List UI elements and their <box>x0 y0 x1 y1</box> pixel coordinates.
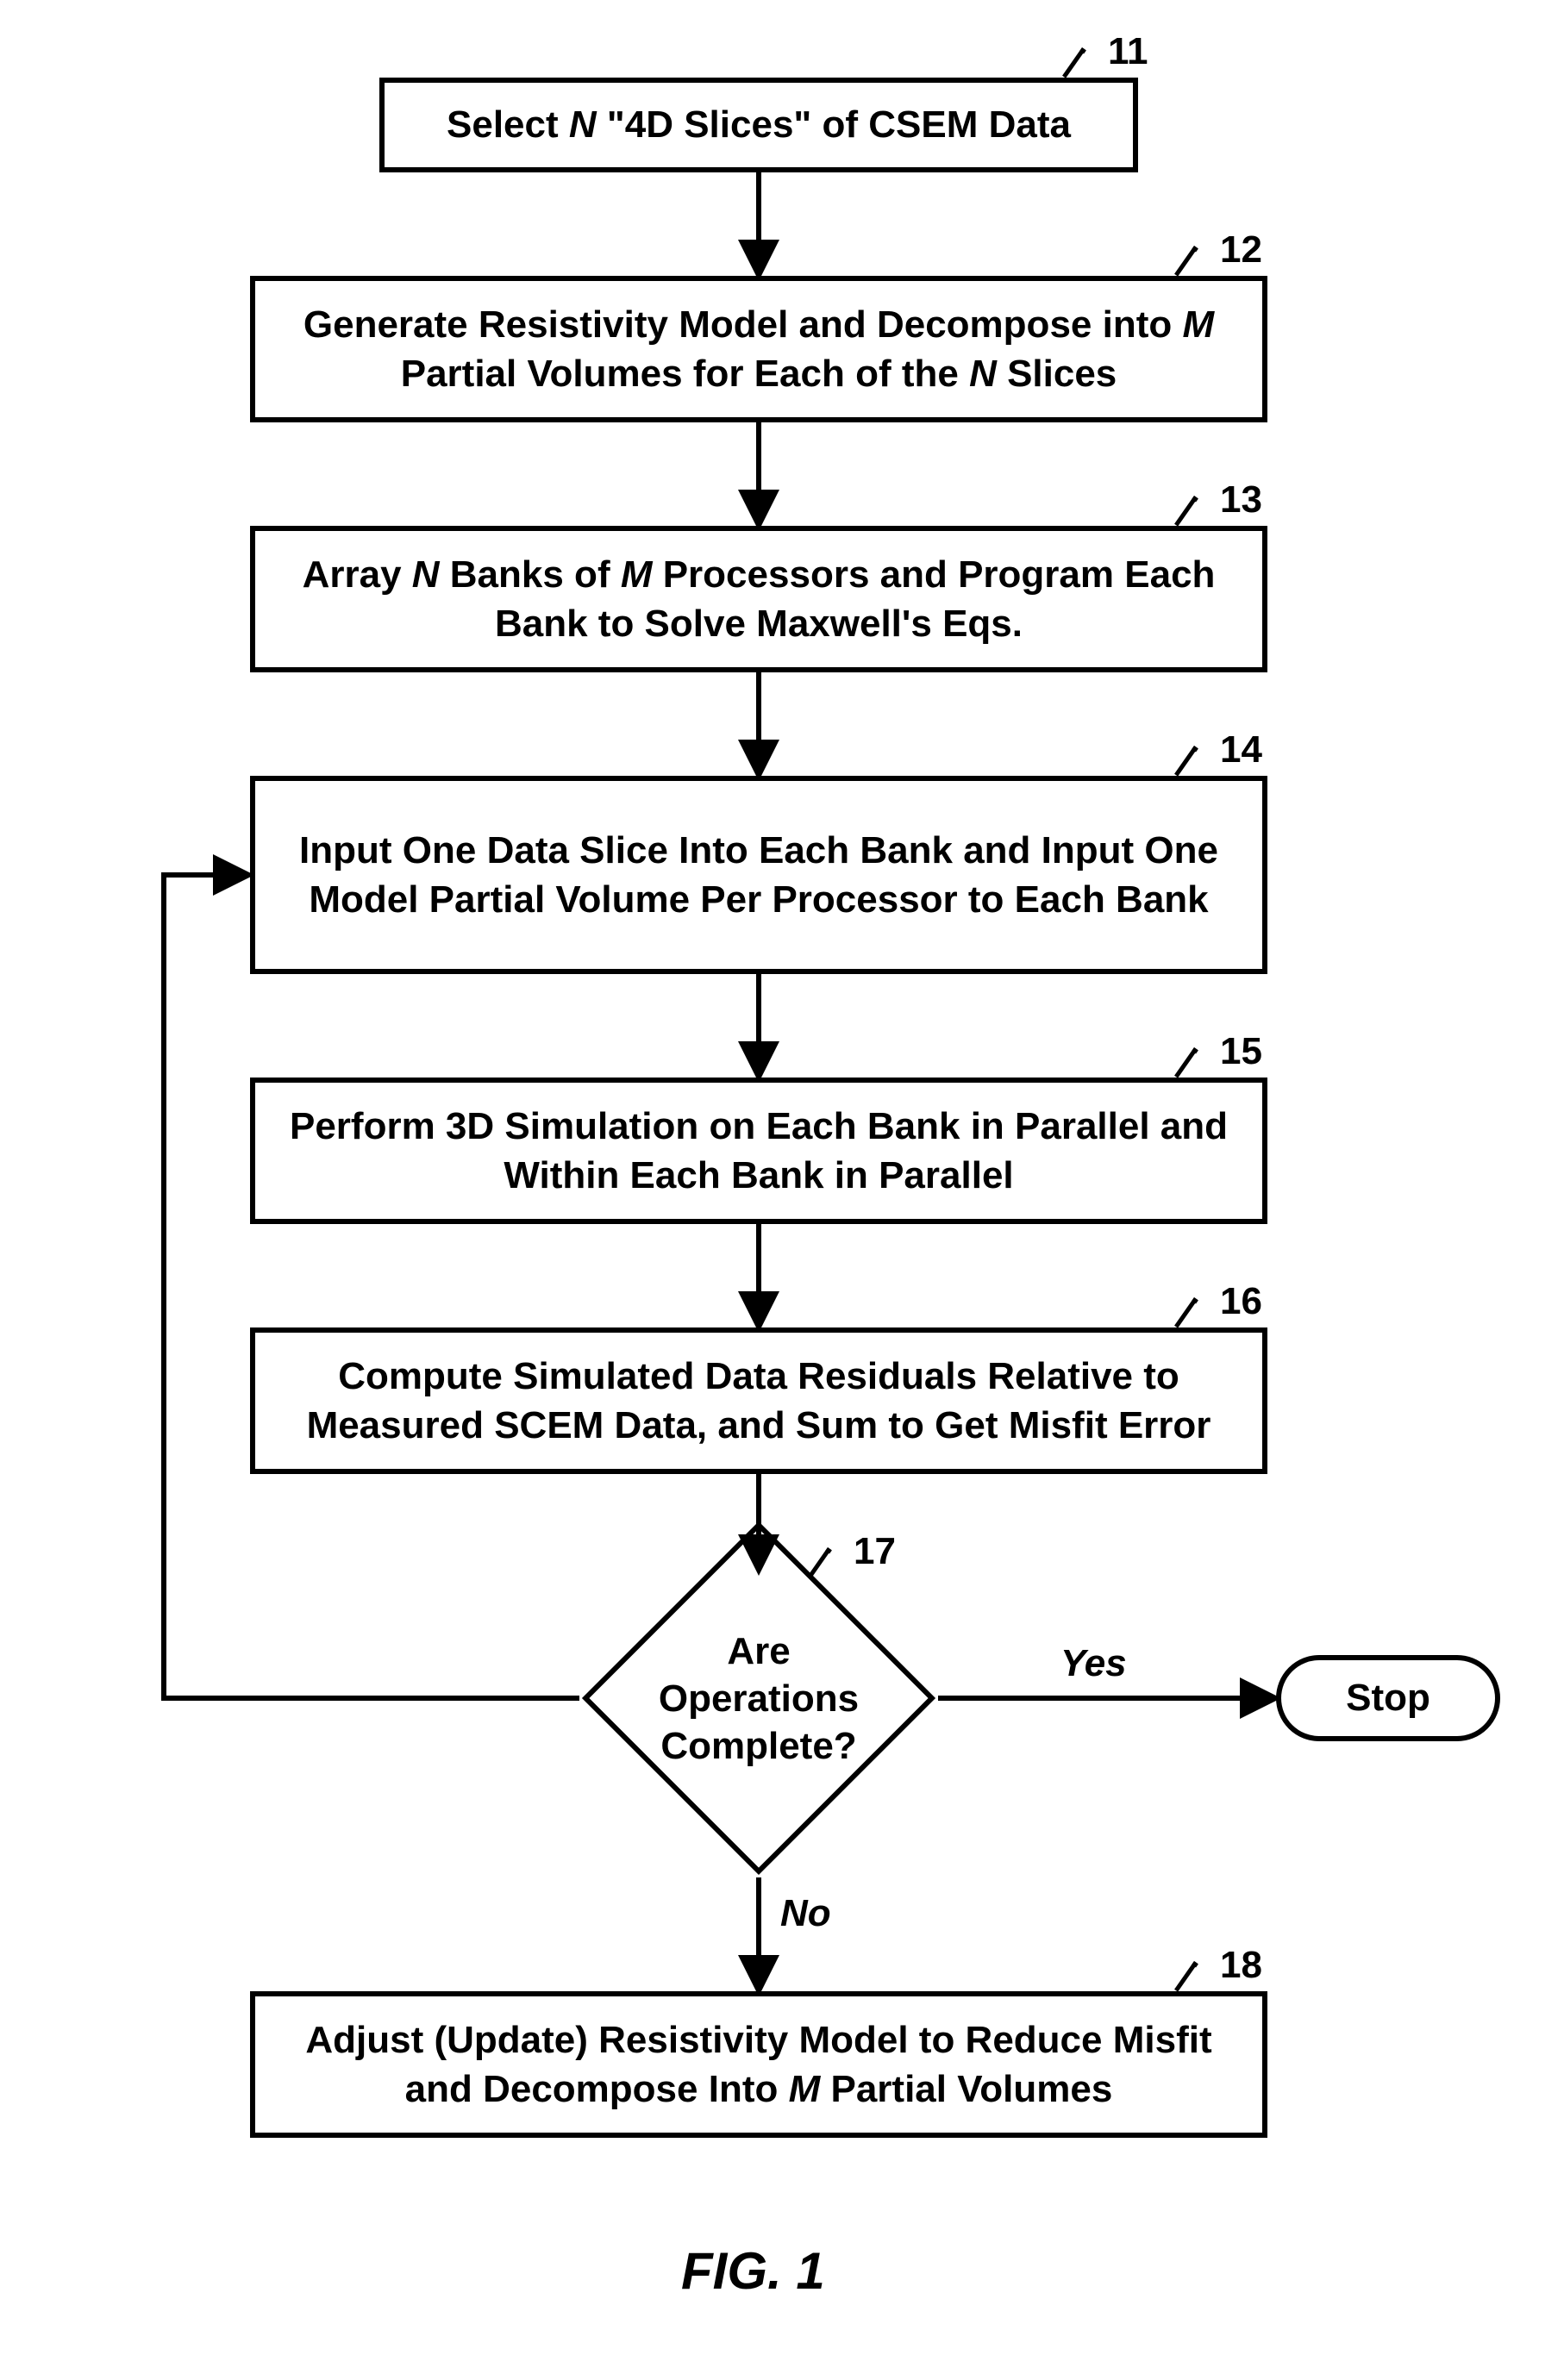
edge-yes-label: Yes <box>1060 1642 1127 1685</box>
step-18-text: Adjust (Update) Resistivity Model to Red… <box>281 2015 1236 2114</box>
edge-no-label: No <box>780 1892 831 1935</box>
step-13-number: 13 <box>1220 478 1262 522</box>
step-15-number: 15 <box>1220 1030 1262 1073</box>
step-11-tick <box>1062 47 1086 78</box>
step-12-tick <box>1174 246 1198 277</box>
step-14-tick <box>1174 746 1198 777</box>
step-13-box: Array N Banks of M Processors and Progra… <box>250 526 1267 672</box>
step-18-box: Adjust (Update) Resistivity Model to Red… <box>250 1991 1267 2138</box>
step-18-number: 18 <box>1220 1944 1262 1987</box>
stop-terminator: Stop <box>1276 1655 1500 1741</box>
step-14-box: Input One Data Slice Into Each Bank and … <box>250 776 1267 974</box>
step-15-box: Perform 3D Simulation on Each Bank in Pa… <box>250 1078 1267 1224</box>
step-11-text: Select N "4D Slices" of CSEM Data <box>447 100 1071 149</box>
step-14-number: 14 <box>1220 728 1262 771</box>
step-15-tick <box>1174 1047 1198 1078</box>
step-11-number: 11 <box>1108 30 1148 73</box>
step-16-tick <box>1174 1297 1198 1328</box>
figure-label: FIG. 1 <box>681 2241 825 2301</box>
flowchart-container: Select N "4D Slices" of CSEM Data 11 Gen… <box>0 0 1564 2380</box>
step-16-number: 16 <box>1220 1280 1262 1323</box>
step-16-text: Compute Simulated Data Residuals Relativ… <box>281 1352 1236 1450</box>
decision-17-number: 17 <box>854 1530 896 1573</box>
step-13-tick <box>1174 496 1198 527</box>
step-12-box: Generate Resistivity Model and Decompose… <box>250 276 1267 422</box>
step-14-text: Input One Data Slice Into Each Bank and … <box>281 826 1236 924</box>
step-12-text: Generate Resistivity Model and Decompose… <box>281 300 1236 398</box>
step-15-text: Perform 3D Simulation on Each Bank in Pa… <box>281 1102 1236 1200</box>
stop-text: Stop <box>1346 1677 1430 1720</box>
step-18-tick <box>1174 1961 1198 1992</box>
step-12-number: 12 <box>1220 228 1262 272</box>
step-16-box: Compute Simulated Data Residuals Relativ… <box>250 1327 1267 1474</box>
decision-17-text: AreOperationsComplete? <box>659 1627 859 1770</box>
step-13-text: Array N Banks of M Processors and Progra… <box>281 550 1236 648</box>
step-11-box: Select N "4D Slices" of CSEM Data <box>379 78 1138 172</box>
decision-17-diamond: AreOperationsComplete? <box>582 1521 935 1875</box>
